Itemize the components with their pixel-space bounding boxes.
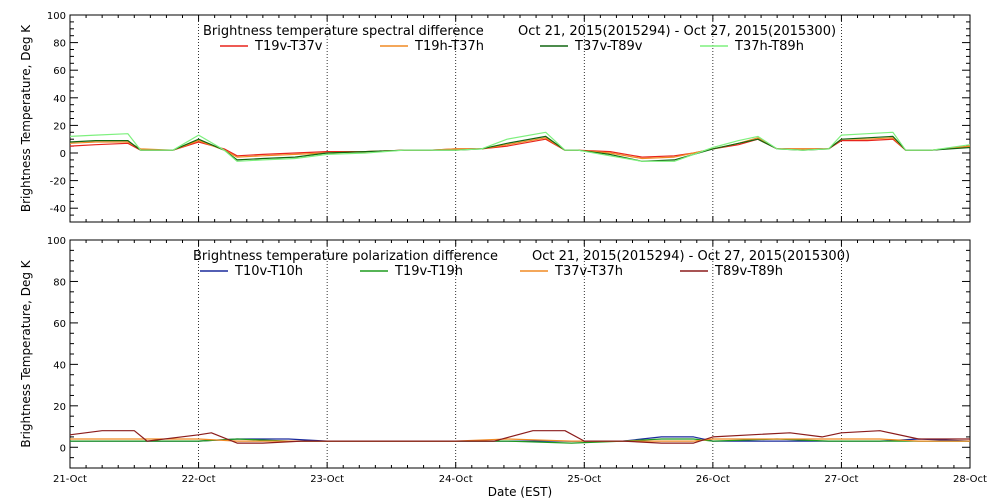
- polarization-difference-panel: 0 20 40 60 80 100 21-Oct 22-Oct 23-Oct 24-Oct 25-O…: [19, 236, 987, 499]
- panel-date-range: Oct 21, 2015(2015294) - Oct 27, 2015(201…: [518, 24, 836, 39]
- x-tick-label: 23-Oct: [310, 474, 344, 485]
- plot-frame: [69, 14, 971, 223]
- y-tick-label: 80: [53, 277, 66, 288]
- legend-label: T37v-T89v: [574, 39, 643, 54]
- y-tick-label: -20: [50, 177, 66, 188]
- y-tick-label: 40: [53, 94, 66, 105]
- panel-title: Brightness temperature spectral differen…: [203, 24, 484, 39]
- legend-label: T19h-T37h: [414, 39, 484, 54]
- x-tick-label: 24-Oct: [439, 474, 473, 485]
- x-tick-label: 21-Oct: [53, 474, 87, 485]
- y-tick-label: 100: [47, 11, 66, 22]
- legend-label: T89v-T89h: [714, 264, 783, 279]
- y-axis-title: Brightness Temperature, Deg K: [19, 24, 33, 212]
- y-tick-label: 60: [53, 319, 66, 330]
- y-tick-label: 40: [53, 360, 66, 371]
- legend-label: T37v-T37h: [554, 264, 623, 279]
- y-tick-label: -40: [50, 204, 66, 215]
- y-tick-label: 60: [53, 66, 66, 77]
- y-tick-label: 20: [53, 402, 66, 413]
- series-line: [70, 438, 970, 442]
- x-tick-label: 28-Oct: [953, 474, 987, 485]
- panel-title: Brightness temperature polarization diff…: [193, 249, 498, 264]
- series-line: [70, 438, 970, 444]
- x-axis-title: Date (EST): [488, 485, 552, 499]
- spectral-difference-panel: -40 -20 0 20 40 60 80 100 Brightness Temperature…: [19, 11, 971, 223]
- legend-label: T19v-T19h: [394, 264, 463, 279]
- y-tick-label: 100: [47, 236, 66, 247]
- y-tick-label: 80: [53, 39, 66, 50]
- legend-label: T37h-T89h: [734, 39, 804, 54]
- series-line: [69, 131, 971, 162]
- series-line: [69, 430, 970, 444]
- y-tick-label: 0: [60, 443, 66, 454]
- x-tick-label: 25-Oct: [567, 474, 601, 485]
- y-tick-label: 0: [60, 149, 66, 160]
- legend-label: T10v-T10h: [234, 264, 303, 279]
- y-tick-label: 20: [53, 121, 66, 132]
- x-tick-label: 22-Oct: [182, 474, 216, 485]
- panel-date-range: Oct 21, 2015(2015294) - Oct 27, 2015(201…: [532, 249, 850, 264]
- x-tick-label: 26-Oct: [696, 474, 730, 485]
- series-line: [69, 135, 971, 162]
- legend-label: T19v-T37v: [254, 39, 323, 54]
- x-tick-label: 27-Oct: [824, 474, 858, 485]
- y-axis-title: Brightness Temperature, Deg K: [19, 259, 33, 447]
